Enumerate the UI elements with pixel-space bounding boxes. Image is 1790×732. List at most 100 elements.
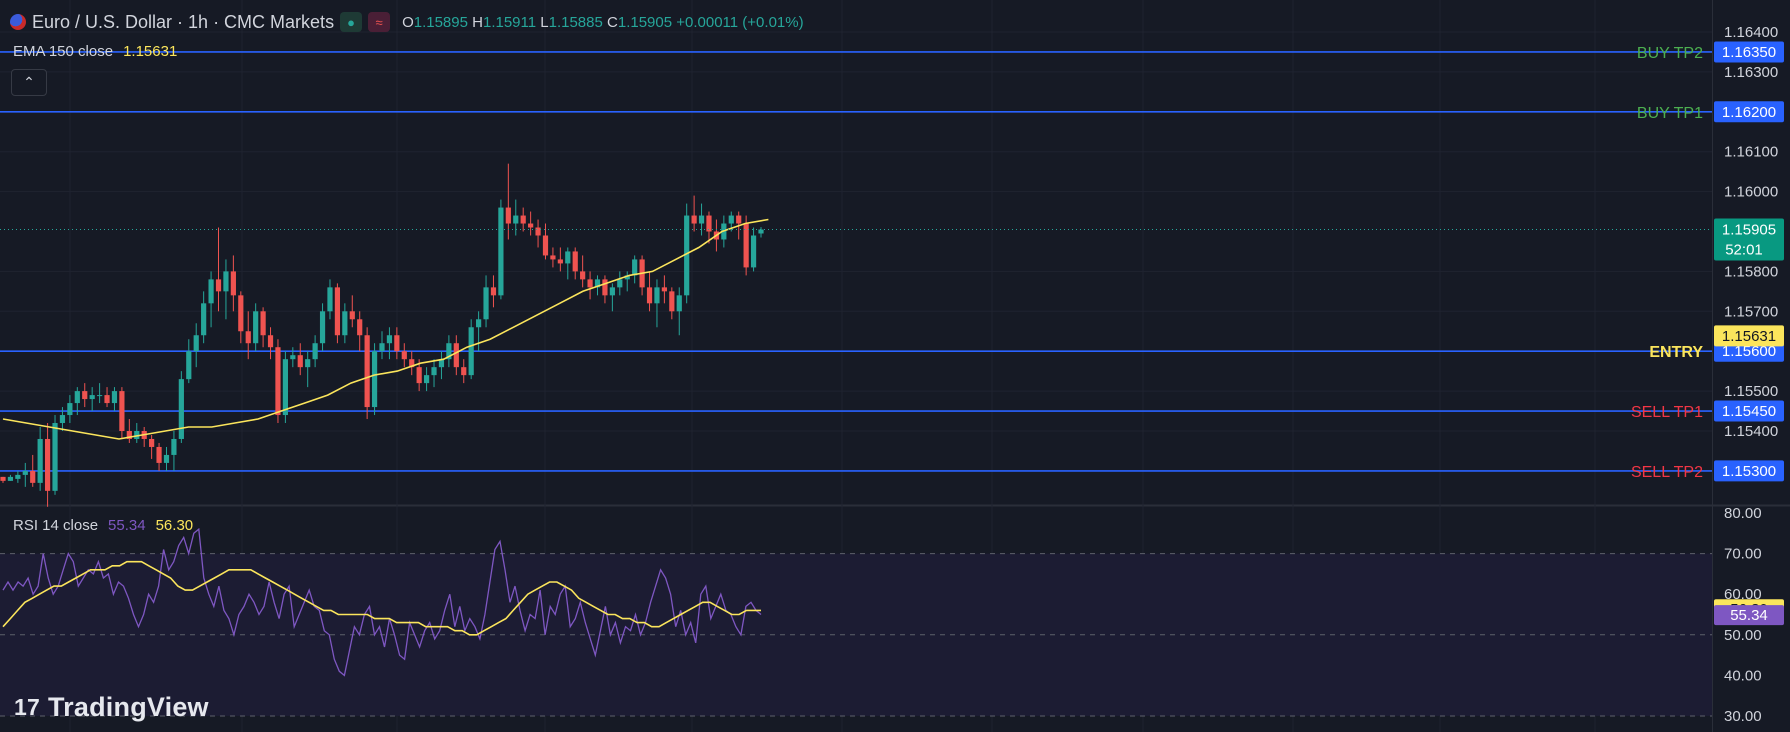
candle[interactable] <box>282 351 288 424</box>
candle[interactable] <box>15 470 21 483</box>
candle[interactable] <box>59 407 66 431</box>
symbol-title[interactable]: Euro / U.S. Dollar · 1h · CMC Markets <box>32 11 335 32</box>
ema-legend[interactable]: EMA 150 close 1.15631 <box>13 43 177 60</box>
candle[interactable] <box>646 271 653 312</box>
candle[interactable] <box>193 323 199 368</box>
candle[interactable] <box>528 211 534 236</box>
candle[interactable] <box>253 303 259 352</box>
candle[interactable] <box>580 255 586 288</box>
candle[interactable] <box>587 271 593 300</box>
candle[interactable] <box>632 255 638 284</box>
candle[interactable] <box>676 287 682 336</box>
candle[interactable] <box>423 367 430 392</box>
data-delay-icon[interactable]: ≈ <box>368 12 391 32</box>
tradingview-logo[interactable]: 17 TradingView <box>14 692 209 723</box>
candle[interactable] <box>97 383 103 404</box>
current-price-tag[interactable]: 1.15905 52:01 <box>1714 218 1784 261</box>
candle[interactable] <box>557 247 563 272</box>
candle[interactable] <box>394 327 400 360</box>
candle[interactable] <box>669 287 675 320</box>
candle[interactable] <box>22 462 28 487</box>
candle[interactable] <box>431 359 437 388</box>
candle[interactable] <box>513 199 519 236</box>
candle[interactable] <box>163 446 170 471</box>
ema-price-tag[interactable]: 1.15631 <box>1714 325 1784 347</box>
level-price-tag[interactable]: 1.16350 <box>1714 41 1784 63</box>
candle[interactable] <box>505 163 511 240</box>
candle[interactable] <box>401 343 407 368</box>
candle[interactable] <box>386 327 393 360</box>
candle[interactable] <box>30 454 36 487</box>
candle[interactable] <box>357 311 363 352</box>
candle[interactable] <box>483 275 489 328</box>
candle[interactable] <box>364 327 370 420</box>
candle[interactable] <box>275 339 281 424</box>
candle[interactable] <box>245 311 251 360</box>
candle[interactable] <box>327 279 333 320</box>
candle[interactable] <box>698 203 705 236</box>
candle[interactable] <box>156 442 162 471</box>
candle[interactable] <box>297 343 303 376</box>
ema-line[interactable] <box>2 218 769 440</box>
candle[interactable] <box>379 331 385 360</box>
candle[interactable] <box>126 419 132 443</box>
candle[interactable] <box>661 275 667 304</box>
candle[interactable] <box>82 383 88 408</box>
candle[interactable] <box>461 359 467 384</box>
candle[interactable] <box>706 211 712 244</box>
candle[interactable] <box>230 255 236 312</box>
candle[interactable] <box>453 335 459 376</box>
rsi-value-tag[interactable]: 55.34 <box>1714 605 1784 626</box>
candle[interactable] <box>149 434 155 459</box>
candle[interactable] <box>104 387 110 408</box>
candle[interactable] <box>215 227 222 312</box>
collapse-legend-button[interactable]: ⌃ <box>11 69 47 96</box>
candle[interactable] <box>654 279 660 328</box>
candle[interactable] <box>267 327 274 360</box>
candle[interactable] <box>290 347 296 368</box>
candle[interactable] <box>208 271 214 328</box>
candle[interactable] <box>44 423 51 507</box>
candle[interactable] <box>171 431 177 471</box>
candle[interactable] <box>178 371 184 443</box>
candle[interactable] <box>594 275 601 296</box>
rsi-line[interactable] <box>2 527 762 677</box>
candle[interactable] <box>371 343 378 416</box>
level-price-tag[interactable]: 1.15300 <box>1714 460 1784 482</box>
candle[interactable] <box>349 295 355 328</box>
candle[interactable] <box>535 219 541 248</box>
candle[interactable] <box>37 427 43 491</box>
candle[interactable] <box>305 351 311 388</box>
candle[interactable] <box>134 423 140 443</box>
market-status-icon[interactable]: ● <box>340 12 363 32</box>
candle[interactable] <box>201 291 207 344</box>
candle[interactable] <box>542 223 549 260</box>
candle[interactable] <box>743 215 749 276</box>
rsi-legend[interactable]: RSI 14 close 55.34 56.30 <box>13 517 193 534</box>
candle[interactable] <box>468 319 474 380</box>
candle[interactable] <box>89 387 95 412</box>
candle[interactable] <box>74 387 80 416</box>
candle[interactable] <box>602 275 608 304</box>
candle[interactable] <box>111 387 118 412</box>
candle[interactable] <box>565 247 571 280</box>
candle[interactable] <box>119 387 125 439</box>
candle[interactable] <box>624 271 630 292</box>
rsi-ma-line[interactable] <box>2 560 761 636</box>
candle[interactable] <box>446 335 452 368</box>
level-price-tag[interactable]: 1.16200 <box>1714 101 1784 123</box>
candle[interactable] <box>691 195 697 232</box>
candle[interactable] <box>758 227 764 238</box>
candle[interactable] <box>609 283 615 312</box>
candle[interactable] <box>490 275 497 308</box>
candle[interactable] <box>7 474 14 481</box>
candle[interactable] <box>223 259 229 320</box>
candle[interactable] <box>750 227 757 272</box>
candle[interactable] <box>186 339 192 384</box>
candle[interactable] <box>617 271 623 296</box>
candle[interactable] <box>0 476 6 483</box>
candle[interactable] <box>476 311 482 352</box>
candle[interactable] <box>319 303 326 352</box>
candle[interactable] <box>438 351 445 380</box>
